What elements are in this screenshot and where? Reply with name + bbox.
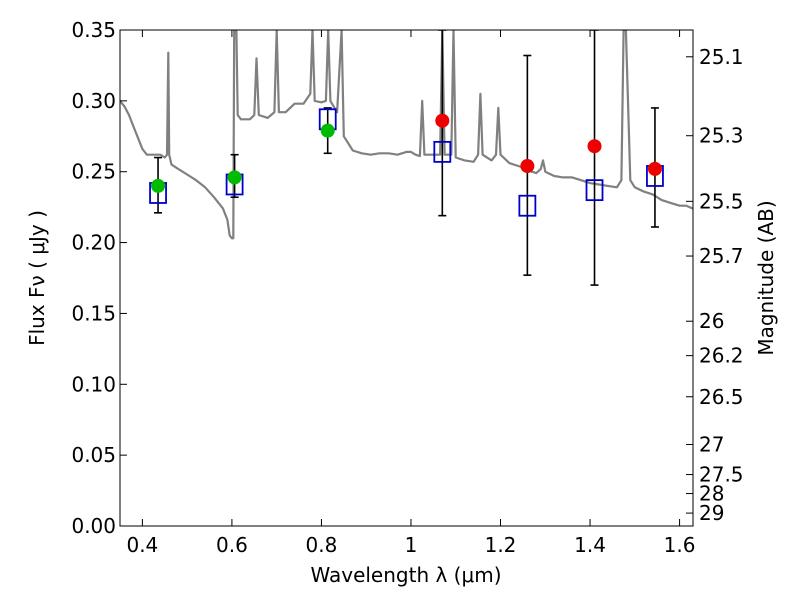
magnitude-tick-label: 27.5: [699, 463, 744, 487]
y-tick-label: 0.35: [71, 18, 116, 42]
y-axis-label: Flux Fν ( μJy ): [25, 210, 49, 346]
x-tick-label: 1.6: [664, 533, 696, 557]
observed-point-green: [320, 123, 335, 138]
y-tick-label: 0.25: [71, 160, 116, 184]
plot-frame: [119, 29, 694, 527]
observed-point-red: [520, 159, 535, 174]
observed-point-red: [587, 139, 602, 154]
observed-point-green: [151, 178, 166, 193]
model-spectrum-line: [120, 30, 693, 240]
observed-point-green: [227, 170, 242, 185]
y-tick-label: 0.20: [71, 231, 116, 255]
observed-point-red: [435, 113, 450, 128]
x-tick-label: 1: [405, 533, 418, 557]
x-tick-label: 1.2: [485, 533, 517, 557]
y-tick-label: 0.15: [71, 301, 116, 325]
y-tick-label: 0.30: [71, 89, 116, 113]
y-tick-label: 0.10: [71, 372, 116, 396]
magnitude-tick-label: 25.3: [699, 124, 744, 148]
x-tick-label: 0.6: [216, 533, 248, 557]
magnitude-tick-label: 26.5: [699, 385, 744, 409]
model-box-marker: [433, 140, 452, 163]
x-tick-label: 0.8: [306, 533, 338, 557]
x-tick-label: 1.4: [574, 533, 606, 557]
model-box-marker: [585, 179, 604, 202]
magnitude-tick-label: 25.1: [699, 45, 744, 69]
y-axis-right-label: Magnitude (AB): [754, 200, 778, 355]
y-tick-label: 0.00: [71, 514, 116, 538]
magnitude-tick-label: 27: [699, 433, 724, 457]
x-axis-label: Wavelength λ (μm): [310, 563, 501, 587]
x-tick-label: 0.4: [126, 533, 158, 557]
magnitude-tick-label: 26.2: [699, 344, 744, 368]
y-tick-label: 0.05: [71, 443, 116, 467]
magnitude-tick-label: 25.5: [699, 189, 744, 213]
magnitude-tick-label: 25.7: [699, 244, 744, 268]
magnitude-tick-label: 26: [699, 309, 724, 333]
magnitude-tick-label: 28: [699, 482, 724, 506]
magnitude-tick-label: 29: [699, 501, 724, 525]
model-box-marker: [518, 194, 537, 217]
observed-point-red: [647, 161, 662, 176]
